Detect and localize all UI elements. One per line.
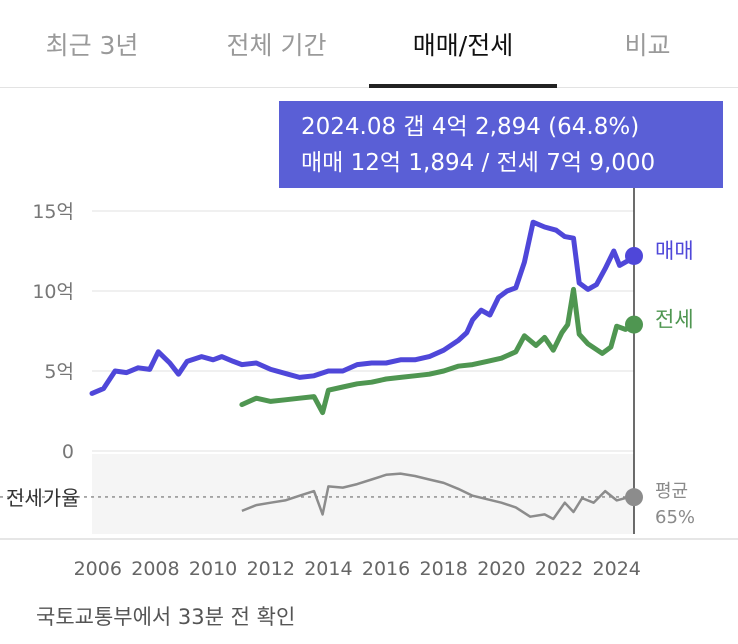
tooltip-gap-line: 2024.08 갭 4억 2,894 (64.8%) <box>301 114 640 140</box>
data-source-note: 국토교통부에서 33분 전 확인 <box>36 605 296 629</box>
x-tick-label: 2014 <box>304 558 352 580</box>
x-tick-label: 2018 <box>420 558 468 580</box>
average-value-label: 65% <box>655 507 695 528</box>
sale-end-marker <box>625 246 643 265</box>
jeonse-ratio-label: 전세가율 <box>6 486 80 510</box>
x-tick-label: 2006 <box>74 558 122 580</box>
tab-compare[interactable]: 비교 <box>624 31 671 60</box>
tab-sale-jeonse[interactable]: 매매/전세 <box>412 31 514 60</box>
y-tick-label: 10억 <box>32 281 74 303</box>
x-tick-label: 2020 <box>477 558 525 580</box>
sale-price-line <box>89 219 637 396</box>
sale-series-label: 매매 <box>655 239 694 263</box>
tab-all-period[interactable]: 전체 기간 <box>226 31 327 60</box>
price-chart[interactable]: 15억 10억 5억 0 2006 2008 2010 2012 2014 2016 2018 202… <box>0 188 738 588</box>
x-tick-label: 2012 <box>247 558 295 580</box>
jeonse-price-line <box>239 286 637 416</box>
x-tick-label: 2016 <box>362 558 410 580</box>
period-tab-bar: 최근 3년 전체 기간 매매/전세 비교 <box>0 0 738 88</box>
y-tick-label: 5억 <box>44 361 74 383</box>
chart-tooltip: 2024.08 갭 4억 2,894 (64.8%) 매매 12억 1,894 … <box>279 101 723 188</box>
y-tick-label: 0 <box>62 441 74 463</box>
jeonse-end-marker <box>625 315 643 334</box>
tab-recent-3-years[interactable]: 최근 3년 <box>45 31 139 60</box>
jeonse-ratio-line <box>241 472 635 521</box>
jeonse-series-label: 전세 <box>655 308 694 332</box>
average-label: 평균 <box>655 481 688 502</box>
ratio-panel-background <box>92 454 634 534</box>
x-tick-label: 2024 <box>593 558 641 580</box>
x-tick-label: 2010 <box>189 558 237 580</box>
x-tick-label: 2008 <box>131 558 179 580</box>
x-tick-label: 2022 <box>535 558 583 580</box>
active-tab-indicator <box>369 84 557 88</box>
ratio-end-marker <box>625 488 643 507</box>
tooltip-price-line: 매매 12억 1,894 / 전세 7억 9,000 <box>301 150 656 176</box>
y-tick-label: 15억 <box>32 201 74 223</box>
